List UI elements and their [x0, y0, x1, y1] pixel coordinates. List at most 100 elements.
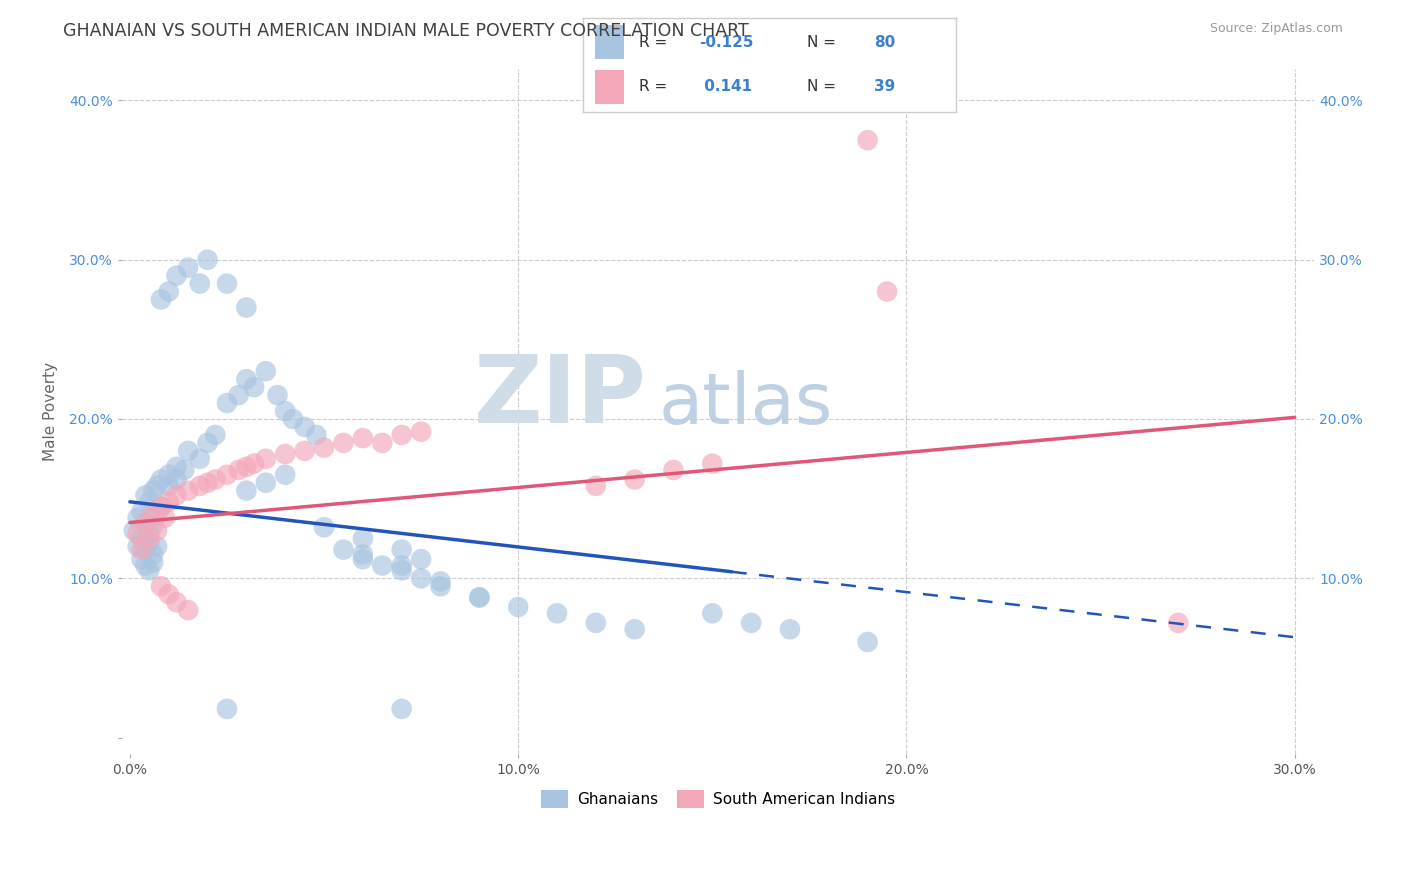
Point: [146, 508, 169, 522]
Point: [149, 500, 172, 514]
Point: [281, 412, 304, 426]
Point: [149, 473, 172, 487]
Point: [876, 285, 898, 299]
Point: [623, 622, 645, 636]
Point: [134, 542, 156, 557]
Point: [740, 615, 762, 630]
Point: [127, 510, 149, 524]
Point: [1167, 615, 1189, 630]
Point: [312, 520, 335, 534]
Point: [177, 603, 200, 617]
Point: [197, 435, 219, 450]
Point: [266, 388, 288, 402]
Point: [188, 479, 211, 493]
Point: [352, 552, 374, 566]
Point: [228, 388, 250, 402]
Point: [254, 451, 277, 466]
Text: 39: 39: [875, 79, 896, 95]
Point: [294, 443, 316, 458]
Point: [166, 595, 188, 609]
Point: [371, 435, 394, 450]
Point: [411, 552, 433, 566]
Point: [134, 558, 156, 573]
Point: [188, 277, 211, 291]
Bar: [595, 25, 624, 59]
Text: N =: N =: [807, 35, 841, 50]
Point: [228, 463, 250, 477]
Point: [352, 532, 374, 546]
Text: N =: N =: [807, 79, 841, 95]
Point: [134, 488, 156, 502]
Point: [215, 396, 238, 410]
Point: [332, 542, 354, 557]
Point: [391, 428, 413, 442]
Point: [153, 510, 176, 524]
Point: [429, 574, 451, 589]
Point: [623, 473, 645, 487]
Point: [391, 542, 413, 557]
Point: [134, 516, 156, 530]
Point: [235, 459, 257, 474]
Point: [702, 457, 724, 471]
Point: [204, 473, 226, 487]
Point: [146, 540, 169, 554]
Point: [391, 702, 413, 716]
Text: -0.125: -0.125: [699, 35, 754, 50]
Point: [215, 277, 238, 291]
Text: 80: 80: [875, 35, 896, 50]
Point: [332, 435, 354, 450]
Point: [312, 441, 335, 455]
Point: [856, 635, 879, 649]
Point: [138, 532, 160, 546]
Point: [274, 467, 297, 482]
Point: [294, 420, 316, 434]
Point: [142, 518, 165, 533]
Text: R =: R =: [640, 35, 672, 50]
Legend: Ghanaians, South American Indians: Ghanaians, South American Indians: [534, 783, 901, 814]
Point: [254, 364, 277, 378]
Text: ZIP: ZIP: [474, 351, 647, 443]
Y-axis label: Male Poverty: Male Poverty: [44, 361, 58, 460]
Point: [146, 479, 169, 493]
Point: [131, 552, 153, 566]
Point: [134, 516, 156, 530]
Text: Source: ZipAtlas.com: Source: ZipAtlas.com: [1209, 22, 1343, 36]
Point: [352, 431, 374, 445]
Point: [131, 542, 153, 557]
Text: GHANAIAN VS SOUTH AMERICAN INDIAN MALE POVERTY CORRELATION CHART: GHANAIAN VS SOUTH AMERICAN INDIAN MALE P…: [63, 22, 749, 40]
Point: [157, 587, 180, 601]
Point: [235, 483, 257, 498]
Point: [204, 428, 226, 442]
Point: [149, 500, 172, 514]
Point: [585, 479, 607, 493]
Point: [243, 380, 266, 394]
Point: [138, 526, 160, 541]
Point: [177, 260, 200, 275]
Point: [274, 447, 297, 461]
Point: [352, 548, 374, 562]
Point: [177, 443, 200, 458]
Point: [149, 293, 172, 307]
Point: [702, 607, 724, 621]
Text: R =: R =: [640, 79, 672, 95]
Point: [146, 524, 169, 538]
Point: [157, 479, 180, 493]
Text: atlas: atlas: [658, 369, 832, 439]
Point: [235, 301, 257, 315]
Point: [305, 428, 328, 442]
Point: [215, 702, 238, 716]
Point: [142, 548, 165, 562]
Point: [391, 558, 413, 573]
Point: [662, 463, 685, 477]
Point: [779, 622, 801, 636]
Point: [166, 459, 188, 474]
Point: [243, 457, 266, 471]
Point: [215, 467, 238, 482]
Point: [142, 555, 165, 569]
Point: [166, 488, 188, 502]
Point: [127, 540, 149, 554]
Point: [508, 599, 530, 614]
Point: [274, 404, 297, 418]
Point: [235, 372, 257, 386]
Point: [157, 495, 180, 509]
